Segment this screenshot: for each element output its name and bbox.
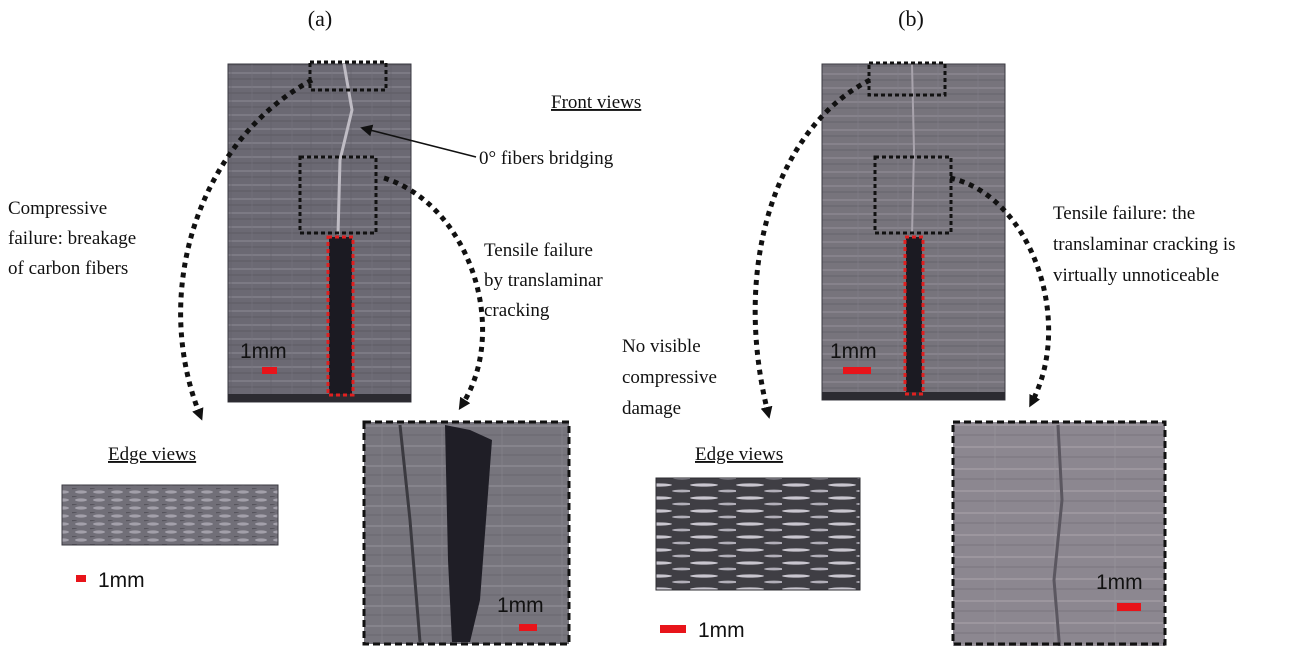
panel-a-zoom-image bbox=[364, 422, 569, 644]
panel-a-label: (a) bbox=[308, 6, 332, 31]
panel-a-zoom-frame bbox=[362, 420, 571, 646]
panel-a-edge-scale-label: 1mm bbox=[98, 569, 145, 592]
panel-a-edge-scale-bar bbox=[76, 575, 86, 582]
panel-b-front-scale-bar bbox=[843, 367, 871, 374]
panel-a-edge-views-label: Edge views bbox=[108, 444, 196, 465]
panel-b-label: (b) bbox=[898, 6, 924, 31]
panel-b-no-damage-caption: No visible compressive damage bbox=[622, 336, 722, 419]
panel-b-center-roi-box bbox=[873, 155, 953, 235]
panel-a-front-scale-label: 1mm bbox=[240, 340, 287, 363]
panel-b-edge-views-label: Edge views bbox=[695, 444, 783, 465]
panel-a-center-roi-box bbox=[298, 155, 378, 235]
panel-b-edge-scale-label: 1mm bbox=[698, 619, 745, 642]
panel-a-compressive-arrow bbox=[178, 77, 314, 421]
panel-b-tensile-arrow bbox=[949, 175, 1052, 408]
panel-a-top-roi-box bbox=[308, 60, 388, 92]
panel-a-edge-view-image bbox=[61, 484, 279, 546]
panel-b-zoom-image bbox=[953, 422, 1165, 646]
panel-b-zoom-scale-bar bbox=[1117, 603, 1141, 611]
panel-b-edge-scale-bar bbox=[660, 625, 686, 633]
front-views-label: Front views bbox=[551, 92, 641, 113]
panel-b-tensile-caption: Tensile failure: the translaminar cracki… bbox=[1053, 203, 1240, 286]
panel-a-front-scale-bar bbox=[262, 367, 277, 374]
panel-a-tensile-caption: Tensile failure by translaminar cracking bbox=[484, 240, 607, 321]
panel-a-compressive-caption: Compressive failure: breakage of carbon … bbox=[8, 198, 141, 279]
panel-a-crack-outline bbox=[326, 235, 355, 397]
panel-b-edge-view-image bbox=[655, 477, 861, 591]
panel-b-crack-outline bbox=[903, 235, 925, 396]
panel-b-front-scale-label: 1mm bbox=[830, 340, 877, 363]
panel-a-tensile-arrow bbox=[383, 175, 486, 411]
panel-a-zoom-scale-label: 1mm bbox=[497, 594, 544, 617]
panel-b-zoom-scale-label: 1mm bbox=[1096, 571, 1143, 594]
panel-b-zoom-frame bbox=[951, 420, 1167, 646]
fibers-bridging-label: 0° fibers bridging bbox=[479, 148, 614, 169]
panel-a-front-specimen bbox=[227, 63, 412, 403]
panel-b-compressive-arrow bbox=[752, 77, 872, 419]
fibers-bridging-pointer bbox=[360, 124, 477, 158]
panel-a-zoom-scale-bar bbox=[519, 624, 537, 631]
